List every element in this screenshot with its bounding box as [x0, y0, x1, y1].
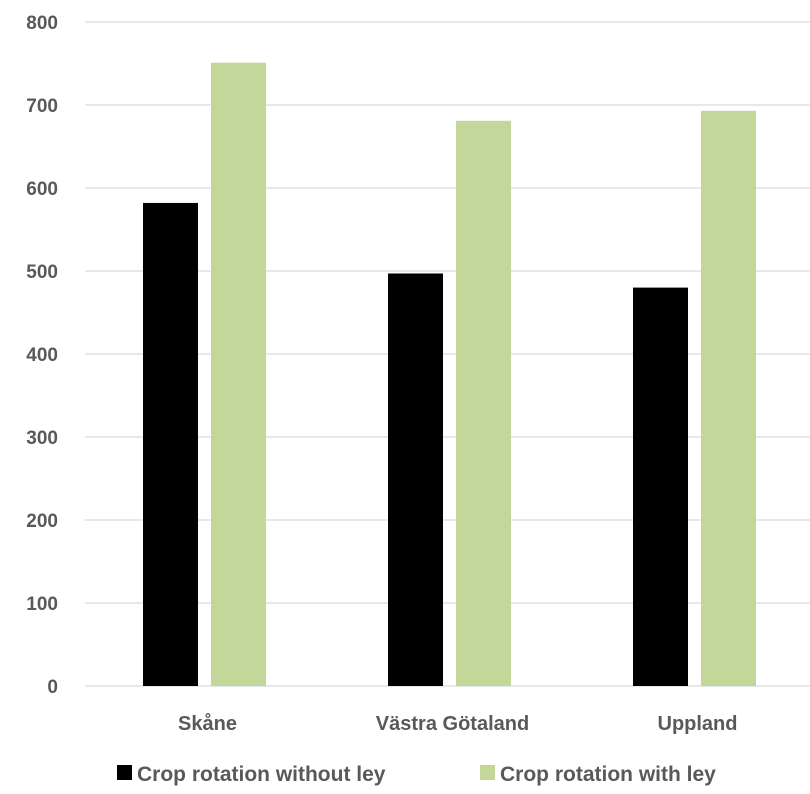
y-tick-label-400: 400	[26, 345, 58, 366]
bar-with-ley-2	[701, 110, 756, 686]
y-tick-label-800: 800	[26, 13, 58, 34]
legend-label-without-ley: Crop rotation without ley	[137, 763, 386, 786]
y-tick-label-500: 500	[26, 262, 58, 283]
legend: Crop rotation without ley Crop rotation …	[117, 763, 716, 786]
y-axis-tick-labels: 0 100 200 300 400 500 600 700 800	[26, 13, 58, 698]
bar-without-ley-0	[143, 202, 198, 686]
bars	[143, 62, 756, 687]
y-tick-label-300: 300	[26, 428, 58, 449]
category-label-1: Västra Götaland	[376, 713, 529, 735]
bar-without-ley-1	[388, 273, 443, 686]
y-tick-label-200: 200	[26, 511, 58, 532]
category-label-2: Uppland	[658, 713, 738, 735]
legend-label-with-ley: Crop rotation with ley	[500, 763, 716, 786]
bar-with-ley-1	[456, 120, 511, 686]
x-axis-category-labels: Skåne Västra Götaland Uppland	[178, 712, 737, 735]
y-tick-label-600: 600	[26, 179, 58, 200]
y-tick-label-0: 0	[47, 677, 58, 698]
legend-swatch-with-ley	[480, 765, 495, 780]
bar-without-ley-2	[633, 287, 688, 686]
category-label-0: Skåne	[178, 712, 237, 735]
legend-swatch-without-ley	[117, 765, 132, 780]
y-tick-label-100: 100	[26, 594, 58, 615]
gridlines	[85, 21, 810, 687]
y-tick-label-700: 700	[26, 96, 58, 117]
bar-with-ley-0	[211, 62, 266, 687]
